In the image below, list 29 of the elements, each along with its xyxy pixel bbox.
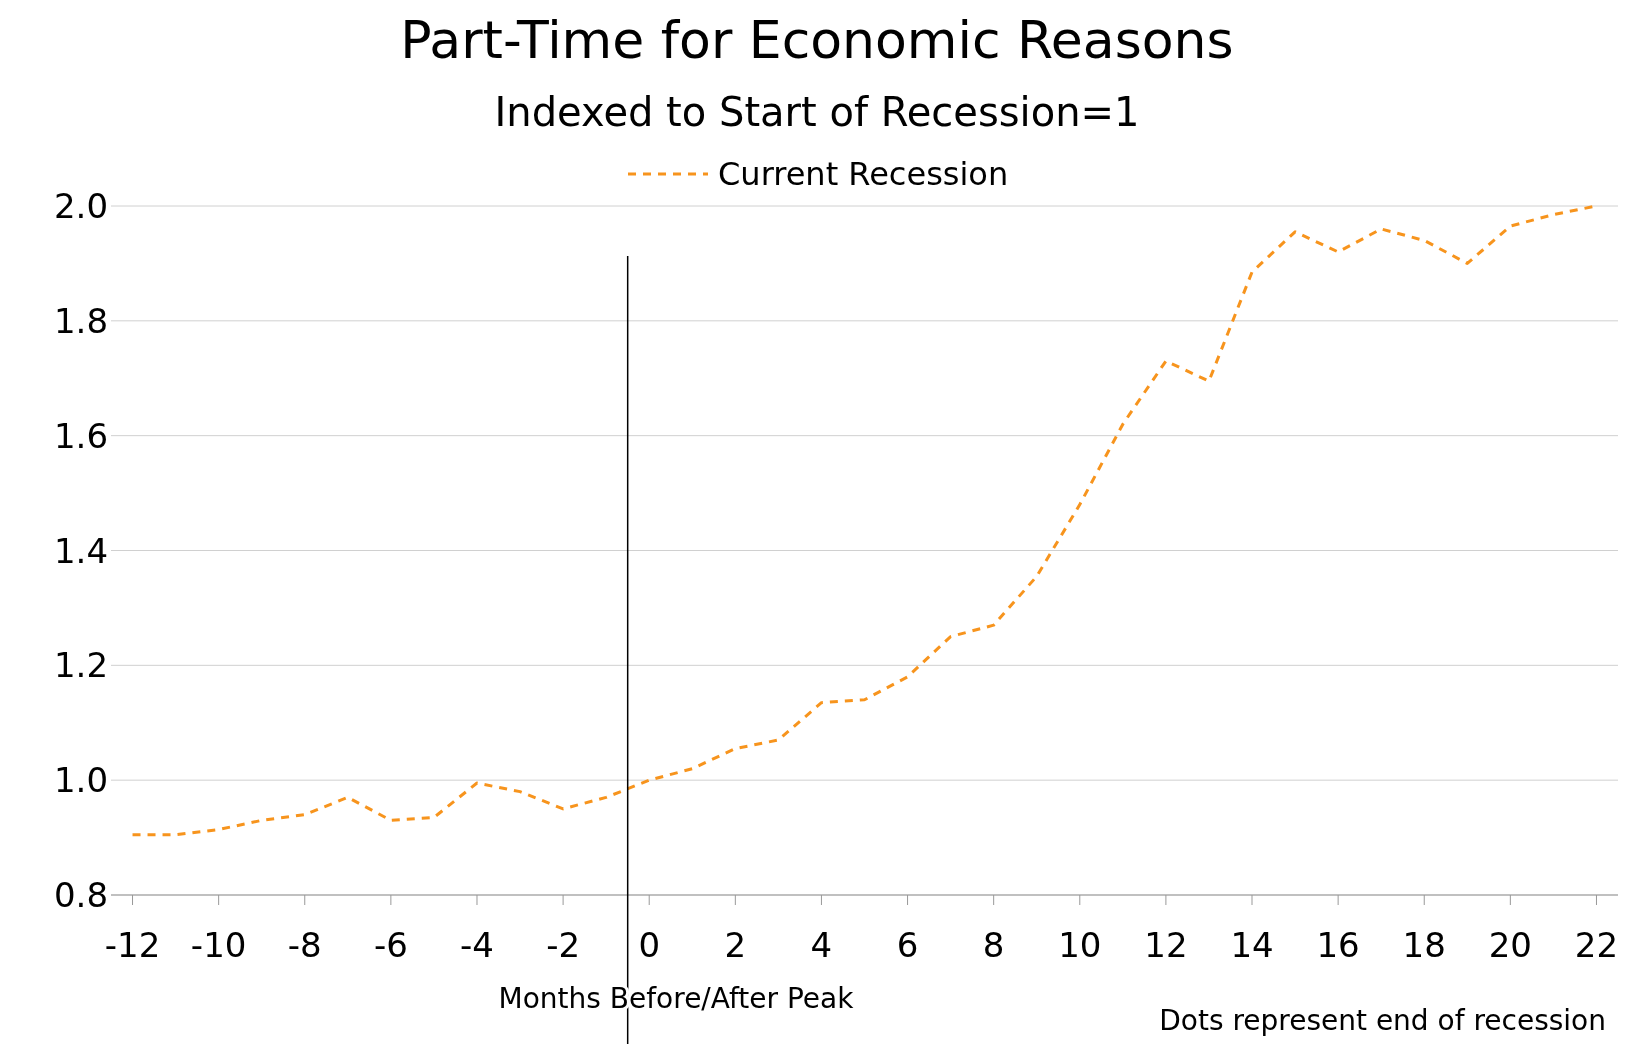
text: Dots represent end of recession	[1159, 1004, 1606, 1037]
x-tick-label: 20	[1488, 925, 1532, 965]
x-tick-label: 12	[1144, 925, 1188, 965]
x-tick-label: 16	[1316, 925, 1360, 965]
x-tick-label: 18	[1402, 925, 1446, 965]
x-tick-label: -6	[373, 925, 408, 965]
x-tick-label: 4	[810, 925, 833, 965]
x-tick-label: 8	[982, 925, 1005, 965]
y-tick-label: 0.8	[53, 875, 109, 915]
x-tick-label: 14	[1230, 925, 1274, 965]
x-tick-label: 0	[638, 925, 661, 965]
x-tick-label: 6	[896, 925, 919, 965]
y-tick-label: 1.2	[53, 645, 109, 686]
x-tick-label: -2	[546, 925, 581, 965]
chart-title: Part-Time for Economic Reasons	[400, 10, 1234, 70]
x-tick-label: -8	[287, 925, 322, 965]
x-tick-label: 2	[724, 925, 747, 965]
y-tick-label: 1.8	[53, 300, 109, 341]
x-tick-label: 22	[1574, 925, 1619, 965]
x-tick-label: -4	[460, 925, 494, 965]
x-tick-label: 10	[1058, 925, 1102, 965]
x-tick-label: -12	[104, 925, 161, 965]
legend-label: Current Recession	[718, 155, 1009, 193]
y-tick-label: 2.0	[53, 186, 109, 226]
chart-subtitle: Indexed to Start of Recession=1	[494, 89, 1140, 135]
y-tick-label: 1.4	[53, 530, 109, 571]
x-tick-label: -10	[190, 925, 247, 965]
y-tick-label: 1.6	[53, 415, 109, 456]
y-tick-label: 1.0	[53, 760, 109, 801]
